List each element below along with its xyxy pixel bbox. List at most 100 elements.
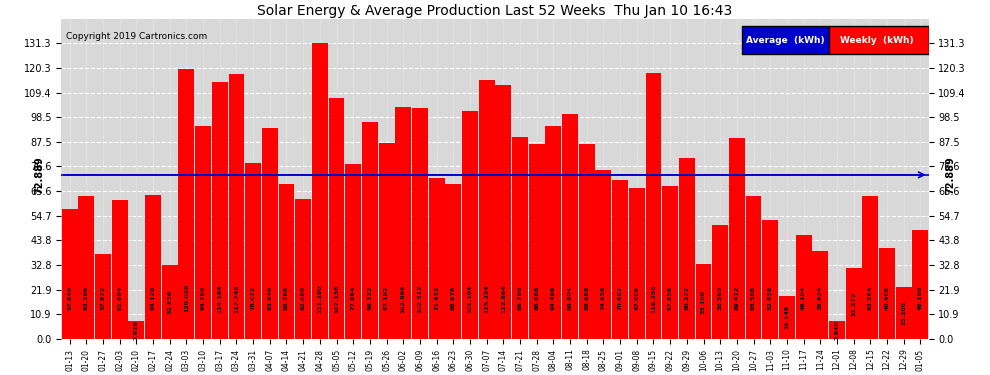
Text: 33.100: 33.100 bbox=[701, 290, 706, 314]
FancyBboxPatch shape bbox=[742, 26, 829, 54]
Bar bbox=[762, 220, 778, 339]
Text: 112.864: 112.864 bbox=[501, 284, 506, 313]
Text: 31.272: 31.272 bbox=[851, 291, 856, 316]
Text: Weekly  (kWh): Weekly (kWh) bbox=[840, 36, 914, 45]
Bar bbox=[229, 74, 245, 339]
Text: 94.780: 94.780 bbox=[201, 286, 206, 310]
Bar bbox=[913, 231, 929, 339]
Bar bbox=[395, 107, 411, 339]
Text: 89.760: 89.760 bbox=[518, 286, 523, 310]
Bar bbox=[679, 158, 695, 339]
Text: 62.080: 62.080 bbox=[301, 286, 306, 310]
Bar bbox=[262, 128, 278, 339]
Text: 117.748: 117.748 bbox=[234, 284, 239, 313]
Bar bbox=[796, 235, 812, 339]
Text: 72.889: 72.889 bbox=[35, 156, 45, 194]
Text: 86.668: 86.668 bbox=[535, 286, 540, 310]
Text: 19.148: 19.148 bbox=[784, 305, 789, 330]
Text: 80.272: 80.272 bbox=[684, 286, 689, 310]
Text: 118.256: 118.256 bbox=[651, 284, 656, 313]
Text: 115.224: 115.224 bbox=[484, 284, 489, 313]
Bar bbox=[862, 196, 878, 339]
Text: 72.889: 72.889 bbox=[945, 156, 955, 194]
Bar bbox=[545, 126, 561, 339]
Bar bbox=[78, 196, 94, 339]
Bar bbox=[896, 286, 912, 339]
Bar bbox=[512, 137, 528, 339]
Text: 63.584: 63.584 bbox=[868, 286, 873, 310]
Bar bbox=[712, 225, 728, 339]
Text: 78.072: 78.072 bbox=[250, 286, 255, 310]
Bar bbox=[562, 114, 578, 339]
Bar bbox=[779, 296, 795, 339]
Text: 77.864: 77.864 bbox=[350, 286, 355, 310]
Text: Copyright 2019 Cartronics.com: Copyright 2019 Cartronics.com bbox=[65, 32, 207, 41]
Text: 63.396: 63.396 bbox=[84, 286, 89, 310]
Bar bbox=[829, 321, 844, 339]
Text: 7.840: 7.840 bbox=[835, 320, 840, 340]
Bar bbox=[479, 80, 495, 339]
Bar bbox=[879, 248, 895, 339]
Bar bbox=[696, 264, 712, 339]
Text: 71.432: 71.432 bbox=[435, 286, 440, 310]
Bar bbox=[729, 138, 744, 339]
Text: 68.976: 68.976 bbox=[450, 286, 455, 310]
Text: 50.560: 50.560 bbox=[718, 286, 723, 310]
Bar bbox=[446, 184, 461, 339]
Text: 70.692: 70.692 bbox=[618, 286, 623, 310]
Text: 32.856: 32.856 bbox=[167, 290, 172, 314]
Text: 67.008: 67.008 bbox=[635, 286, 640, 310]
Bar bbox=[246, 163, 261, 339]
Bar bbox=[312, 44, 328, 339]
Text: 40.408: 40.408 bbox=[884, 286, 889, 310]
Bar bbox=[212, 82, 228, 339]
Text: 57.640: 57.640 bbox=[67, 286, 72, 310]
FancyBboxPatch shape bbox=[829, 26, 929, 54]
Text: 120.020: 120.020 bbox=[184, 284, 189, 312]
Text: Average  (kWh): Average (kWh) bbox=[746, 36, 825, 45]
Text: 23.200: 23.200 bbox=[901, 301, 906, 325]
Bar bbox=[579, 144, 595, 339]
Bar bbox=[629, 188, 644, 339]
Bar bbox=[462, 111, 478, 339]
Text: 46.104: 46.104 bbox=[801, 286, 806, 310]
Title: Solar Energy & Average Production Last 52 Weeks  Thu Jan 10 16:43: Solar Energy & Average Production Last 5… bbox=[257, 4, 733, 18]
Text: 37.872: 37.872 bbox=[101, 286, 106, 310]
Bar bbox=[278, 184, 294, 339]
Bar bbox=[195, 126, 211, 339]
Bar bbox=[146, 195, 161, 339]
Text: 74.956: 74.956 bbox=[601, 286, 606, 310]
Text: 87.192: 87.192 bbox=[384, 286, 389, 310]
Bar bbox=[529, 144, 545, 339]
Bar bbox=[813, 251, 829, 339]
Bar bbox=[645, 73, 661, 339]
Bar bbox=[178, 69, 194, 339]
Text: 86.668: 86.668 bbox=[584, 286, 589, 310]
Bar bbox=[129, 321, 145, 339]
Bar bbox=[112, 200, 128, 339]
Text: 64.120: 64.120 bbox=[150, 286, 155, 310]
Text: 99.904: 99.904 bbox=[567, 286, 572, 310]
Bar bbox=[295, 199, 311, 339]
Bar bbox=[412, 108, 428, 339]
Bar bbox=[612, 180, 628, 339]
Bar bbox=[95, 254, 111, 339]
Text: 68.768: 68.768 bbox=[284, 286, 289, 310]
Text: 61.694: 61.694 bbox=[117, 286, 122, 310]
Bar bbox=[495, 85, 511, 339]
Text: 52.956: 52.956 bbox=[767, 286, 773, 310]
Text: 38.924: 38.924 bbox=[818, 286, 823, 310]
Bar bbox=[378, 142, 394, 339]
Text: 101.104: 101.104 bbox=[467, 284, 472, 312]
Text: 7.926: 7.926 bbox=[134, 320, 139, 340]
Bar bbox=[161, 265, 177, 339]
Text: 89.412: 89.412 bbox=[735, 286, 740, 310]
Text: 102.512: 102.512 bbox=[418, 284, 423, 313]
Bar bbox=[845, 268, 861, 339]
Text: 114.184: 114.184 bbox=[217, 284, 223, 313]
Bar bbox=[61, 209, 77, 339]
Text: 131.280: 131.280 bbox=[318, 284, 323, 313]
Bar bbox=[362, 122, 378, 339]
Text: 63.508: 63.508 bbox=[751, 286, 756, 310]
Text: 107.136: 107.136 bbox=[334, 284, 339, 313]
